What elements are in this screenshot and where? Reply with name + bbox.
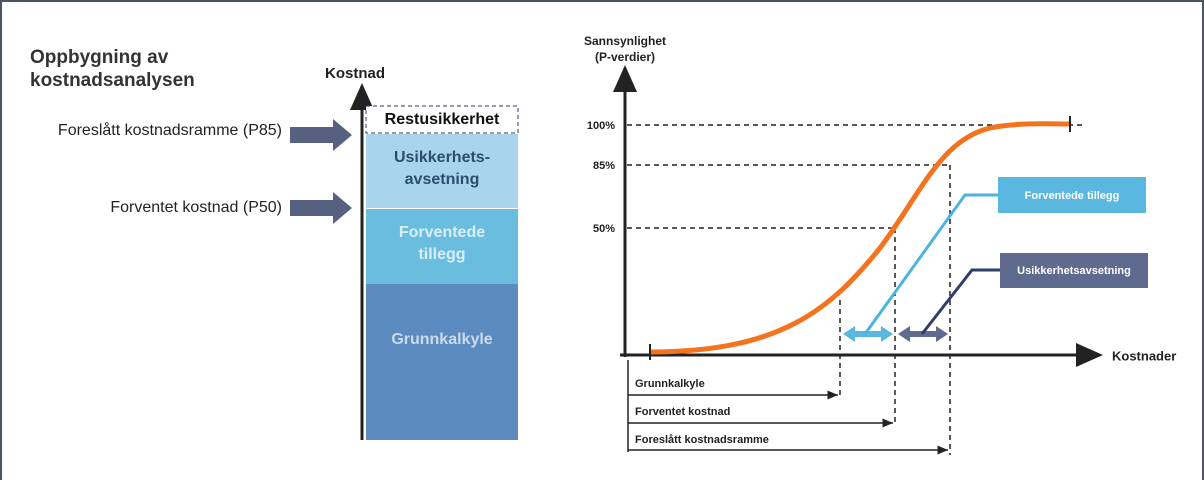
block-label: tillegg (418, 246, 465, 263)
title: kostnadsanalysen (30, 70, 195, 91)
callout-label: Usikkerhetsavsetning (1017, 265, 1131, 277)
bracket-label: Grunnkalkyle (635, 378, 705, 390)
block-label: Grunnkalkyle (391, 331, 492, 348)
block-usikkerhet (366, 134, 518, 208)
bracket-label: Forventet kostnad (635, 406, 730, 418)
s-curve (649, 121, 1071, 355)
block-label: Forventede (399, 224, 485, 241)
arrow-label: Forventet kostnad (P50) (110, 199, 282, 216)
block-restusikkerhet (365, 105, 519, 134)
y-axis-label: (P-verdier) (595, 50, 655, 64)
block-grunnkalkyle (366, 284, 518, 440)
block-tillegg (366, 209, 518, 284)
block-label: Restusikkerhet (385, 111, 500, 128)
bracket-label: Foreslått kostnadsramme (635, 434, 769, 446)
level-label: 85% (593, 160, 615, 172)
block-label: avsetning (405, 171, 480, 188)
callout-label: Forventede tillegg (1025, 190, 1120, 202)
callout-line (920, 268, 1000, 335)
x-axis-label: Kostnader (1112, 348, 1176, 363)
level-label: 50% (593, 223, 615, 235)
callout-box (998, 177, 1146, 213)
block-label: Usikkerhets- (394, 149, 490, 166)
title: Oppbygning av (30, 47, 169, 68)
callout-line (863, 193, 998, 335)
arrow (290, 192, 352, 224)
arrow-label: Foreslått kostnadsramme (P85) (58, 121, 282, 139)
range-arrow (843, 326, 893, 342)
arrow (290, 119, 352, 151)
callout-box (1000, 253, 1148, 288)
y-axis-label: Sannsynlighet (584, 34, 666, 48)
level-label: 100% (587, 120, 615, 132)
axis-label: Kostnad (325, 65, 385, 82)
